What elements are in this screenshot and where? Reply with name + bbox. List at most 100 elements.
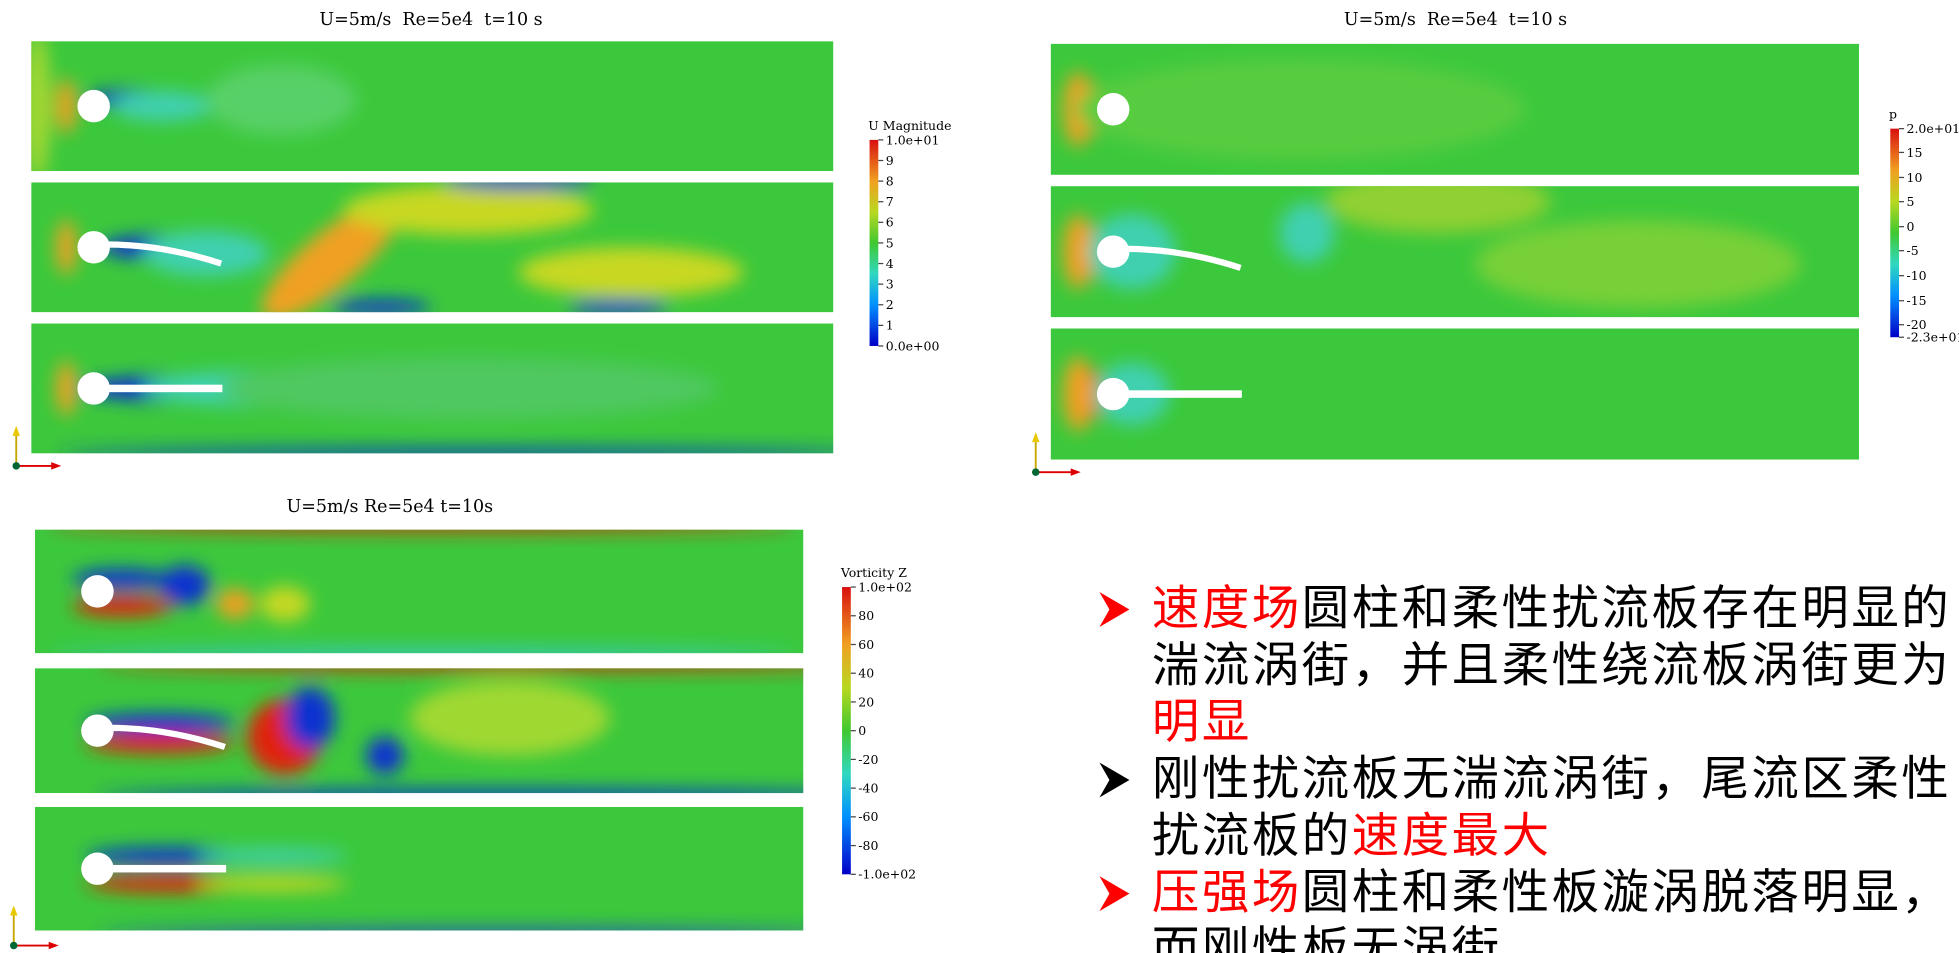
colorbar-tick-label: 4: [886, 256, 894, 271]
page: U=5m/s Re=5e4 t=10 s U Magnitude1.0e+01 9 8…: [0, 0, 1959, 953]
colorbar: [842, 587, 851, 874]
field: [25, 31, 833, 181]
colorbar-tick-label: 40: [858, 666, 874, 681]
axis-origin: [12, 462, 19, 469]
field: [1051, 328, 1859, 459]
colorbar-tick-label: 3: [886, 277, 894, 292]
blob: [97, 661, 897, 671]
blob: [197, 849, 347, 864]
plate: [1113, 390, 1242, 397]
blob: [56, 448, 881, 458]
cylinder: [1097, 378, 1129, 410]
blob: [331, 300, 431, 315]
colorbar-tick-label: 1.0e+01: [886, 132, 940, 147]
cylinder: [81, 714, 113, 746]
cylinder: [81, 575, 113, 607]
axis-x-head: [1071, 468, 1081, 475]
blob: [1279, 203, 1334, 263]
blob: [1076, 59, 1526, 159]
colorbar-title: p: [1889, 107, 1897, 122]
colorbar-tick-label: 0.0e+00: [886, 338, 940, 353]
axis-origin: [10, 942, 17, 949]
blob: [56, 361, 76, 416]
cylinder: [81, 852, 113, 884]
panel-title: U=5m/s Re=5e4 t=10 s: [1344, 10, 1567, 30]
colorbar-tick-label: 1.0e+02: [858, 579, 912, 594]
bullet-line: 而刚性板无涡街: [1152, 922, 1502, 953]
colorbar: [1890, 129, 1899, 338]
plate: [94, 385, 223, 392]
blob: [1475, 220, 1800, 307]
colorbar-tick-label: -60: [858, 809, 878, 824]
field: [35, 807, 847, 939]
blob: [1063, 357, 1093, 432]
field: [35, 521, 803, 658]
cylinder: [77, 90, 109, 122]
colorbar-tick-label: 20: [858, 694, 874, 709]
blob: [344, 185, 594, 235]
bullet-line: 扰流板的速度最大: [1152, 809, 1552, 864]
colorbar-tick-label: -1.0e+02: [858, 867, 916, 882]
colorbar-tick-label: 9: [886, 153, 894, 168]
blob: [25, 31, 50, 181]
bullet-text: 速度最大: [1352, 809, 1552, 864]
bullet-line: 速度场圆柱和柔性扰流板存在明显的: [1152, 582, 1951, 637]
blob: [144, 231, 269, 276]
field: [35, 661, 897, 802]
blob: [112, 91, 212, 121]
slide: U=5m/s Re=5e4 t=10 s U Magnitude1.0e+01 9 8…: [0, 0, 1959, 953]
axis-y-head: [10, 906, 17, 916]
axis-y-head: [12, 426, 19, 436]
axis-x-head: [51, 462, 61, 469]
colorbar-tick-label: 0: [1907, 219, 1915, 234]
colorbar-tick-label: -2.3e+01: [1907, 330, 1959, 345]
bullet-text: 圆柱和柔性板漩涡脱落明显，: [1302, 866, 1951, 921]
colorbar-tick-label: 10: [1907, 170, 1923, 185]
cylinder: [1097, 235, 1129, 267]
colorbar-tick-label: 5: [1907, 194, 1915, 209]
bullet-text: 刚性扰流板无湍流涡街，尾流区柔性: [1152, 752, 1951, 807]
colorbar-tick-label: 2.0e+01: [1907, 121, 1959, 136]
bullet-text: 湍流涡街，并且柔性绕流板涡街更为: [1152, 638, 1951, 693]
field: [1051, 44, 1859, 175]
colorbar-title: U Magnitude: [868, 118, 951, 133]
bullet-line: 刚性扰流板无湍流涡街，尾流区柔性: [1152, 752, 1951, 807]
bullet-text: 而刚性板无涡街: [1152, 922, 1502, 953]
field-bg: [35, 530, 803, 654]
blob: [56, 220, 76, 275]
blob: [219, 357, 719, 419]
blob: [568, 300, 668, 315]
colorbar-tick-label: 0: [858, 723, 866, 738]
bullet-text: 明显: [1152, 695, 1252, 750]
field: [1051, 170, 1859, 317]
bullet-line: 明显: [1152, 695, 1252, 750]
bullet-text: 压强场: [1152, 866, 1302, 921]
bullet-line: 湍流涡街，并且柔性绕流板涡街更为: [1152, 638, 1951, 693]
colorbar-tick-label: 1: [886, 318, 894, 333]
blob: [56, 79, 76, 134]
colorbar-tick-label: 15: [1907, 145, 1923, 160]
blob: [410, 681, 610, 756]
blob: [197, 876, 347, 891]
colorbar-tick-label: 80: [858, 608, 874, 623]
plate: [97, 865, 226, 872]
panel-title: U=5m/s Re=5e4 t=10 s: [319, 10, 542, 30]
blob: [216, 589, 253, 619]
colorbar-tick-label: -10: [1907, 268, 1927, 283]
blob: [260, 586, 310, 621]
colorbar-title: Vorticity Z: [840, 565, 907, 580]
axis-y-head: [1032, 432, 1039, 442]
bullet-text: 速度场: [1152, 582, 1302, 637]
panel-title: U=5m/s Re=5e4 t=10s: [287, 497, 494, 517]
colorbar-tick-label: 5: [886, 235, 894, 250]
bullet-arrow: [1099, 763, 1129, 798]
axis-origin: [1032, 468, 1039, 475]
field: [31, 323, 881, 458]
colorbar-tick-label: 7: [886, 194, 894, 209]
colorbar-tick-label: 8: [886, 173, 894, 188]
blob: [47, 649, 797, 659]
blob: [444, 175, 594, 190]
blob: [285, 687, 335, 749]
bullet-text: 圆柱和柔性扰流板存在明显的: [1302, 582, 1951, 637]
blob: [97, 929, 847, 939]
